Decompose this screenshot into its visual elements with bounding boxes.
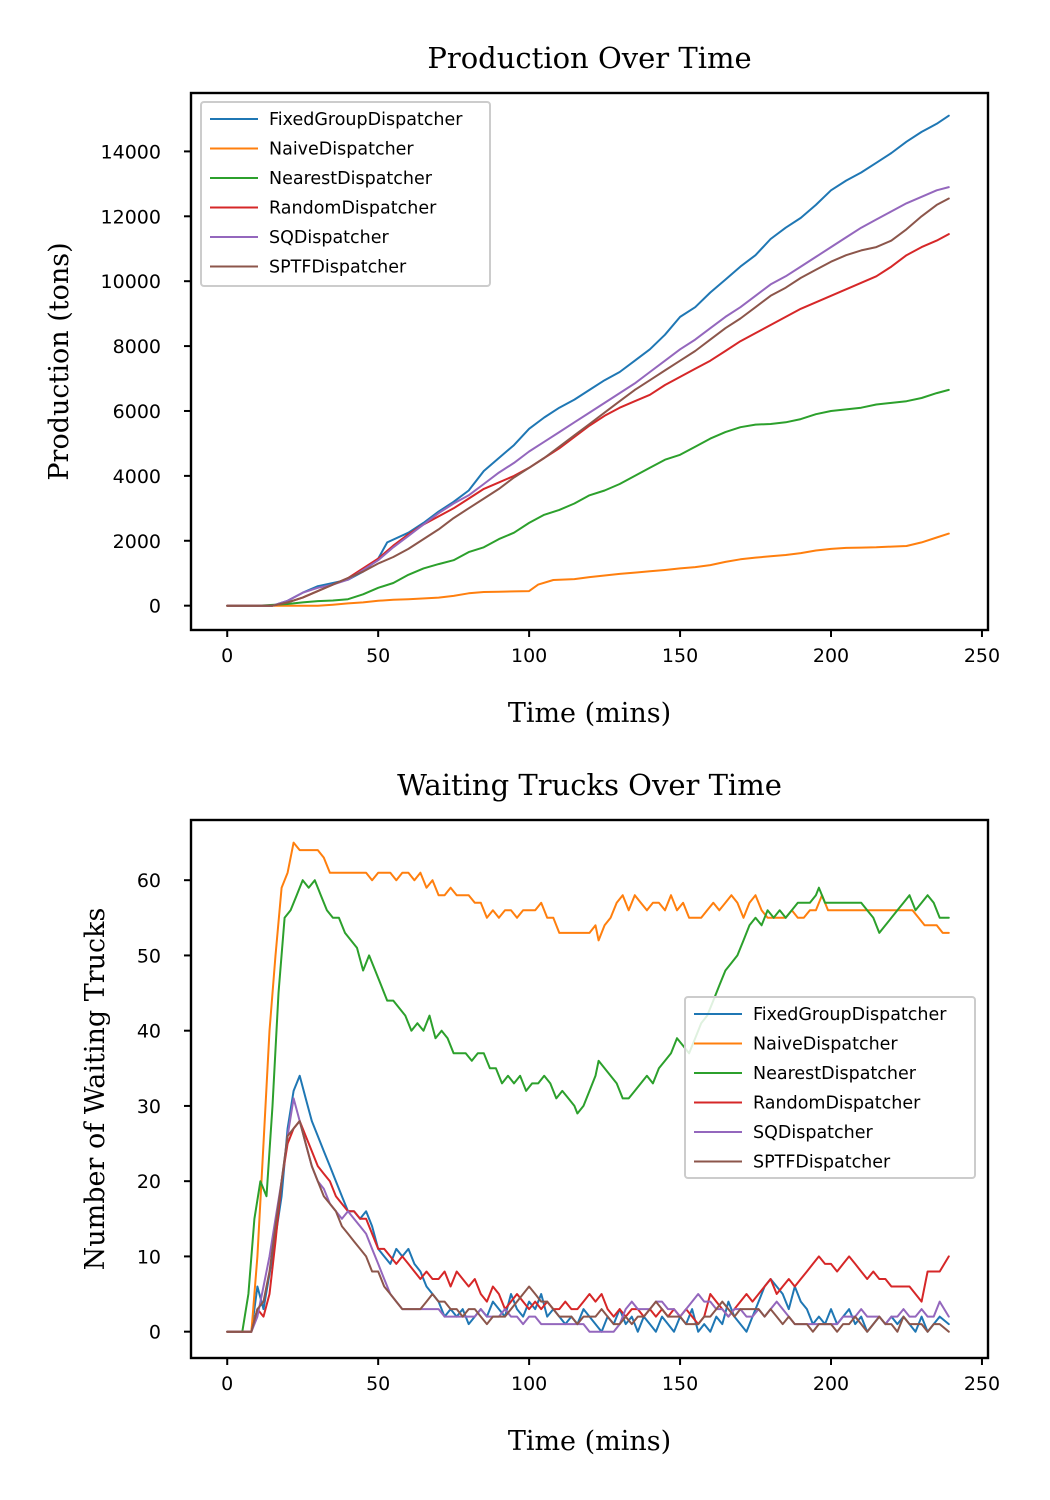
legend-label-nearestdispatcher: NearestDispatcher [269, 169, 433, 189]
legend-label-naivedispatcher: NaiveDispatcher [269, 140, 414, 160]
x-tick-label: 250 [964, 645, 1000, 667]
x-tick-label: 150 [662, 1373, 698, 1395]
series-line-sptfdispatcher [226, 1120, 950, 1333]
x-tick-label: 200 [813, 1373, 849, 1395]
legend-label-sqdispatcher: SQDispatcher [753, 1123, 874, 1143]
legend: FixedGroupDispatcher NaiveDispatcher Neare… [684, 996, 976, 1179]
x-tick-label: 250 [964, 1373, 1000, 1395]
y-tick-label: 20 [137, 1171, 161, 1193]
x-tick-label: 0 [221, 1373, 233, 1395]
y-axis-label: Production (tons) [44, 242, 75, 480]
legend-label-randomdispatcher: RandomDispatcher [753, 1094, 921, 1114]
series-line-fixedgroupdispatcher [226, 1074, 950, 1333]
y-tick-label: 40 [137, 1021, 161, 1043]
legend-label-sptfdispatcher: SPTFDispatcher [753, 1153, 891, 1173]
legend-box [684, 996, 976, 1179]
legend-label-fixedgroupdispatcher: FixedGroupDispatcher [753, 1005, 947, 1025]
y-tick-label: 4000 [113, 466, 161, 488]
y-tick-label: 0 [149, 596, 161, 618]
series-line-nearestdispatcher [226, 879, 950, 1333]
series-line-nearestdispatcher [226, 388, 950, 607]
series-line-randomdispatcher [226, 233, 950, 607]
y-tick-label: 12000 [101, 206, 161, 228]
x-axis-label: Time (mins) [508, 698, 671, 729]
production-chart: Production Over Time 0 50 100 150 200 250 0 2000… [44, 41, 1000, 729]
plot-frame [189, 91, 990, 632]
x-tick-label: 100 [511, 645, 547, 667]
legend-label-sptfdispatcher: SPTFDispatcher [269, 258, 407, 278]
legend-label-naivedispatcher: NaiveDispatcher [753, 1035, 898, 1055]
y-tick-label: 14000 [101, 141, 161, 163]
chart-title: Production Over Time [427, 41, 751, 75]
y-tick-label: 60 [137, 870, 161, 892]
legend-label-randomdispatcher: RandomDispatcher [269, 199, 437, 219]
y-tick-label: 30 [137, 1096, 161, 1118]
y-tick-label: 10 [137, 1246, 161, 1268]
y-axis-label: Number of Waiting Trucks [80, 908, 111, 1271]
waiting-trucks-chart: Waiting Trucks Over Time 0 50 100 150 200 250 0… [80, 768, 1000, 1457]
legend-box [200, 101, 491, 287]
chart-title: Waiting Trucks Over Time [397, 768, 782, 802]
series-line-naivedispatcher [226, 841, 950, 1333]
plot-frame [189, 818, 990, 1360]
legend-label-nearestdispatcher: NearestDispatcher [753, 1064, 917, 1084]
legend-label-fixedgroupdispatcher: FixedGroupDispatcher [269, 110, 463, 130]
x-axis-label: Time (mins) [508, 1426, 671, 1457]
y-tick-label: 6000 [113, 401, 161, 423]
series-line-randomdispatcher [226, 1120, 950, 1333]
legend: FixedGroupDispatcher NaiveDispatcher Neare… [200, 101, 491, 287]
y-tick-label: 8000 [113, 336, 161, 358]
x-tick-label: 50 [366, 645, 390, 667]
y-tick-label: 0 [149, 1322, 161, 1344]
series-line-sptfdispatcher [226, 197, 950, 607]
series-line-naivedispatcher [226, 532, 950, 607]
x-tick-label: 50 [366, 1373, 390, 1395]
x-tick-label: 150 [662, 645, 698, 667]
y-tick-label: 50 [137, 945, 161, 967]
x-tick-label: 0 [221, 645, 233, 667]
y-tick-label: 10000 [101, 271, 161, 293]
x-tick-label: 200 [813, 645, 849, 667]
x-tick-label: 100 [511, 1373, 547, 1395]
y-tick-label: 2000 [113, 531, 161, 553]
legend-label-sqdispatcher: SQDispatcher [269, 228, 390, 248]
